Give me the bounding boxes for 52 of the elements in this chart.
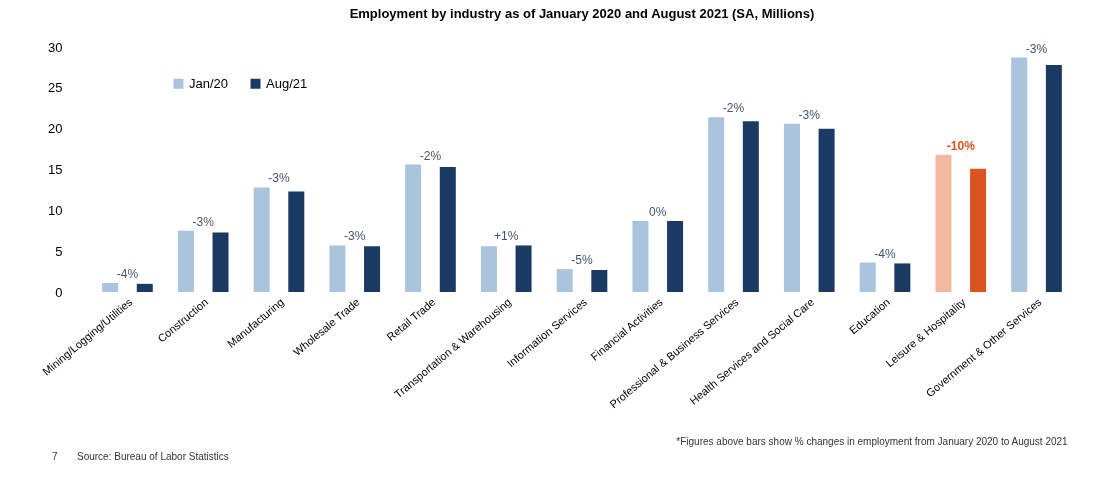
text: 7 bbox=[52, 451, 58, 462]
bar bbox=[1011, 57, 1028, 292]
bar bbox=[177, 230, 194, 292]
bar bbox=[591, 269, 608, 292]
bar bbox=[253, 187, 270, 292]
source-note: Source: Bureau of Labor Statistics bbox=[77, 451, 229, 462]
legend-label: Aug/21 bbox=[266, 75, 308, 91]
y-tick-label: 5 bbox=[55, 243, 63, 259]
annotation: -3% bbox=[798, 107, 821, 122]
annotation: 0% bbox=[649, 204, 667, 219]
annotation: -4% bbox=[874, 246, 897, 261]
bar bbox=[136, 283, 153, 292]
y-tick-label: 25 bbox=[48, 80, 63, 96]
y-tick-label: 0 bbox=[55, 284, 63, 300]
bar bbox=[439, 167, 456, 292]
bar bbox=[288, 191, 305, 292]
bar bbox=[1045, 64, 1062, 292]
bar bbox=[480, 246, 497, 292]
bar bbox=[818, 128, 835, 292]
bar bbox=[102, 283, 119, 292]
bar bbox=[935, 154, 952, 292]
annotation: -3% bbox=[344, 229, 366, 244]
bar bbox=[329, 245, 346, 292]
bar bbox=[515, 245, 532, 292]
bar bbox=[556, 269, 573, 292]
annotation: -3% bbox=[192, 214, 215, 229]
y-tick-label: 20 bbox=[48, 121, 63, 137]
annotation: -4% bbox=[116, 267, 139, 282]
annotation: -5% bbox=[571, 253, 593, 268]
bar bbox=[405, 164, 422, 292]
y-tick-label: 10 bbox=[48, 202, 63, 218]
annotation: +1% bbox=[494, 229, 519, 244]
annotation: -3% bbox=[1025, 41, 1048, 56]
bar bbox=[783, 123, 800, 292]
bar bbox=[894, 263, 911, 292]
bar bbox=[212, 232, 229, 292]
annotation: -10% bbox=[946, 138, 976, 153]
bar bbox=[859, 262, 876, 292]
bar bbox=[742, 121, 759, 292]
legend-label: Jan/20 bbox=[189, 75, 229, 91]
bar bbox=[970, 168, 987, 292]
annotation: -2% bbox=[419, 148, 442, 163]
y-tick-label: 15 bbox=[48, 162, 63, 177]
bar bbox=[708, 117, 725, 292]
bar bbox=[632, 220, 649, 292]
bar bbox=[364, 246, 381, 292]
y-tick-label: 30 bbox=[48, 39, 63, 55]
annotation: -2% bbox=[722, 101, 745, 116]
bar bbox=[667, 220, 684, 292]
text: *Figures above bars show % changes in employment from January 2020 to August 2021 bbox=[676, 436, 1069, 447]
annotation: -3% bbox=[268, 171, 290, 186]
chart-title: Employment by industry as of January 2020 and August 2021 (SA, Millions) bbox=[349, 6, 815, 21]
